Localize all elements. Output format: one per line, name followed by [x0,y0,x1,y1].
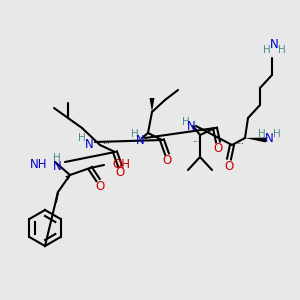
Text: ...: ... [102,137,110,146]
Text: ...: ... [236,137,244,146]
Text: H: H [78,133,86,143]
Text: O: O [162,154,172,167]
Text: ...: ... [139,131,147,140]
Text: N: N [265,133,273,146]
Text: N: N [187,121,195,134]
Text: H: H [53,153,61,163]
Text: H: H [182,117,190,127]
Polygon shape [149,98,154,112]
Text: O: O [213,142,223,155]
Text: H: H [278,45,286,55]
Text: ...: ... [192,134,200,143]
Polygon shape [65,175,70,180]
Polygon shape [245,137,266,142]
Text: N: N [136,134,144,148]
Text: OH: OH [112,158,130,170]
Text: H: H [131,129,139,139]
Text: O: O [224,160,234,172]
Text: N: N [52,160,62,173]
Text: N: N [85,137,93,151]
Text: O: O [95,179,105,193]
Text: H: H [263,45,271,55]
Text: H: H [258,129,266,139]
Text: N: N [270,38,278,52]
Text: O: O [116,167,124,179]
Text: H: H [273,129,281,139]
Text: NH: NH [29,158,47,170]
